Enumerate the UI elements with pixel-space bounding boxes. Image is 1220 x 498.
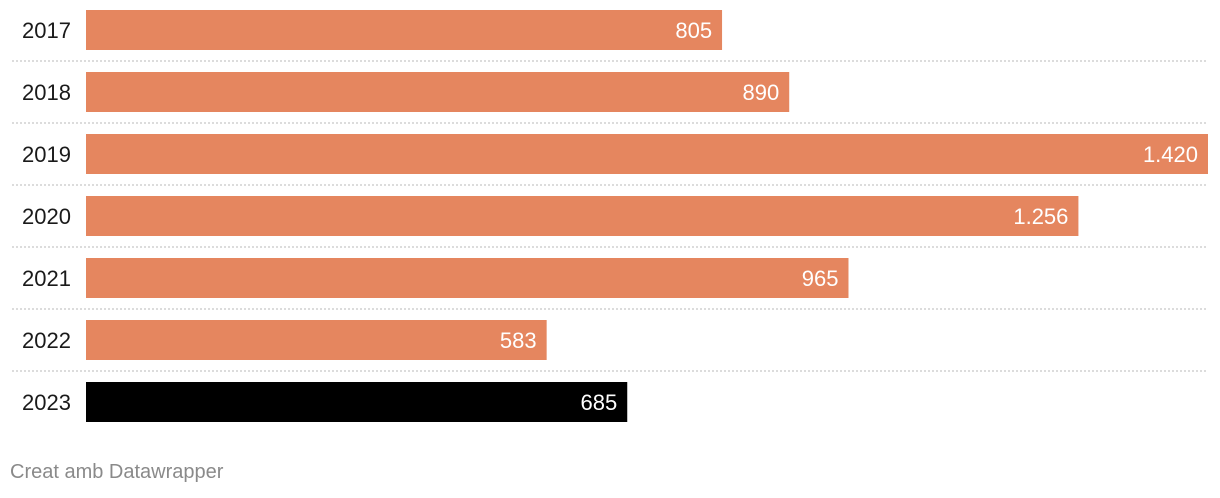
bar-row-2022: 2022 583 xyxy=(22,320,547,360)
value-label: 965 xyxy=(802,266,839,291)
category-label: 2018 xyxy=(22,80,71,105)
bar-2019 xyxy=(86,134,1208,174)
bar-2018 xyxy=(86,72,790,112)
category-label: 2017 xyxy=(22,18,71,43)
bar-row-2018: 2018 890 xyxy=(22,72,790,112)
value-label: 1.256 xyxy=(1013,204,1068,229)
bar-2021 xyxy=(86,258,849,298)
bar-2022 xyxy=(86,320,547,360)
bar-row-2020: 2020 1.256 xyxy=(22,196,1079,236)
bar-2020 xyxy=(86,196,1079,236)
bar-row-2021: 2021 965 xyxy=(22,258,849,298)
value-label: 890 xyxy=(743,80,780,105)
category-label: 2022 xyxy=(22,328,71,353)
bar-2023 xyxy=(86,382,628,422)
value-label: 1.420 xyxy=(1143,142,1198,167)
bar-row-2023: 2023 685 xyxy=(22,382,628,422)
bar-row-2017: 2017 805 xyxy=(22,10,723,50)
category-label: 2023 xyxy=(22,390,71,415)
value-label: 583 xyxy=(500,328,537,353)
category-label: 2021 xyxy=(22,266,71,291)
value-label: 805 xyxy=(675,18,712,43)
bar-2017 xyxy=(86,10,723,50)
category-label: 2019 xyxy=(22,142,71,167)
bar-row-2019: 2019 1.420 xyxy=(22,134,1208,174)
value-label: 685 xyxy=(581,390,618,415)
category-label: 2020 xyxy=(22,204,71,229)
credit-footer: Creat amb Datawrapper xyxy=(10,461,224,483)
